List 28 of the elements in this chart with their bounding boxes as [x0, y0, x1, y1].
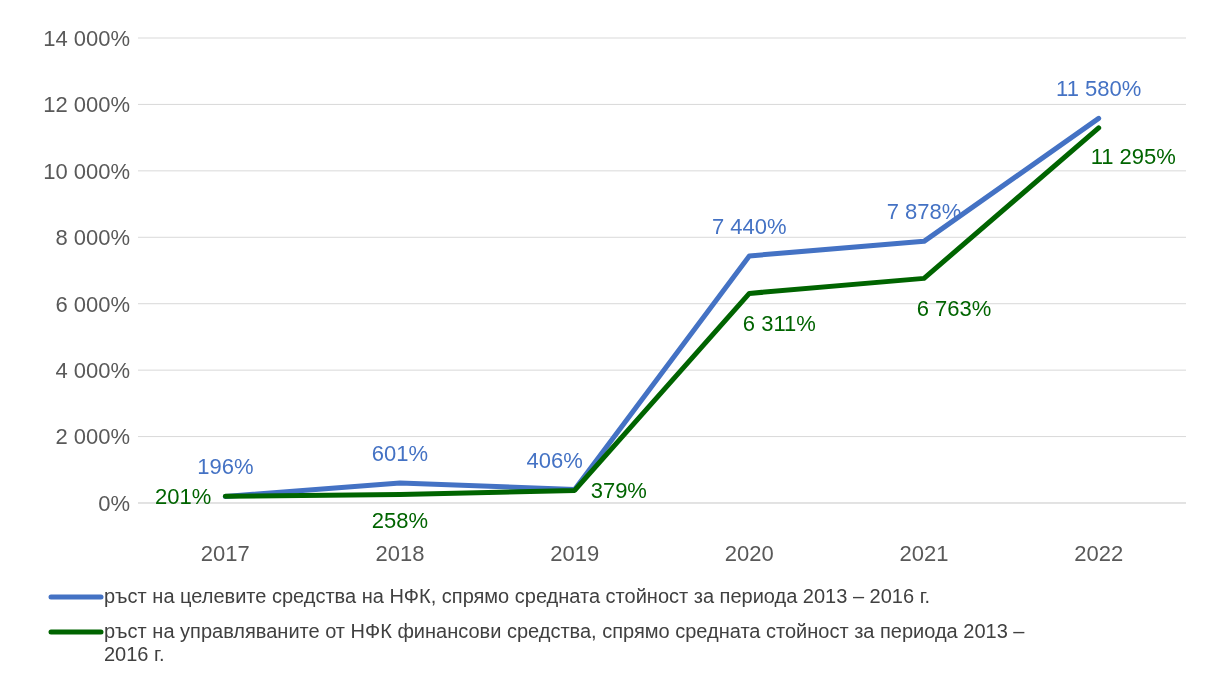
- x-tick-label: 2019: [550, 540, 600, 566]
- data-label: 6 763%: [916, 296, 992, 322]
- y-tick-label: 8 000%: [55, 225, 130, 251]
- y-tick-label: 12 000%: [43, 92, 130, 118]
- y-tick-label: 2 000%: [55, 424, 130, 450]
- y-tick-label: 6 000%: [55, 291, 130, 317]
- data-label: 379%: [590, 478, 647, 504]
- y-tick-label: 14 000%: [43, 25, 130, 51]
- data-label: 11 580%: [1056, 76, 1142, 102]
- data-label: 7 440%: [712, 213, 787, 239]
- data-label: 406%: [526, 447, 583, 473]
- data-label: 7 878%: [886, 199, 962, 225]
- data-label: 258%: [371, 508, 429, 534]
- y-tick-label: 10 000%: [43, 158, 130, 184]
- data-label: 11 295%: [1090, 143, 1176, 169]
- legend-label: ръст на управляваните от НФК финансови средства, спрямо средната стойност за периода 2013 – 2016 г.: [104, 620, 1026, 666]
- y-tick-label: 0%: [98, 490, 130, 516]
- x-tick-label: 2022: [1074, 540, 1124, 566]
- x-tick-label: 2018: [375, 540, 425, 566]
- x-tick-label: 2020: [724, 540, 774, 566]
- data-label: 601%: [371, 441, 429, 467]
- legend-label: ръст на целевите средства на НФК, спрямо средната стойност за периода 2013 – 2016 г.: [104, 585, 931, 608]
- y-tick-label: 4 000%: [55, 357, 130, 383]
- data-label: 201%: [155, 484, 212, 510]
- x-tick-label: 2021: [899, 540, 949, 566]
- x-tick-label: 2017: [200, 540, 250, 566]
- data-label: 196%: [197, 454, 254, 480]
- data-label: 6 311%: [742, 311, 816, 337]
